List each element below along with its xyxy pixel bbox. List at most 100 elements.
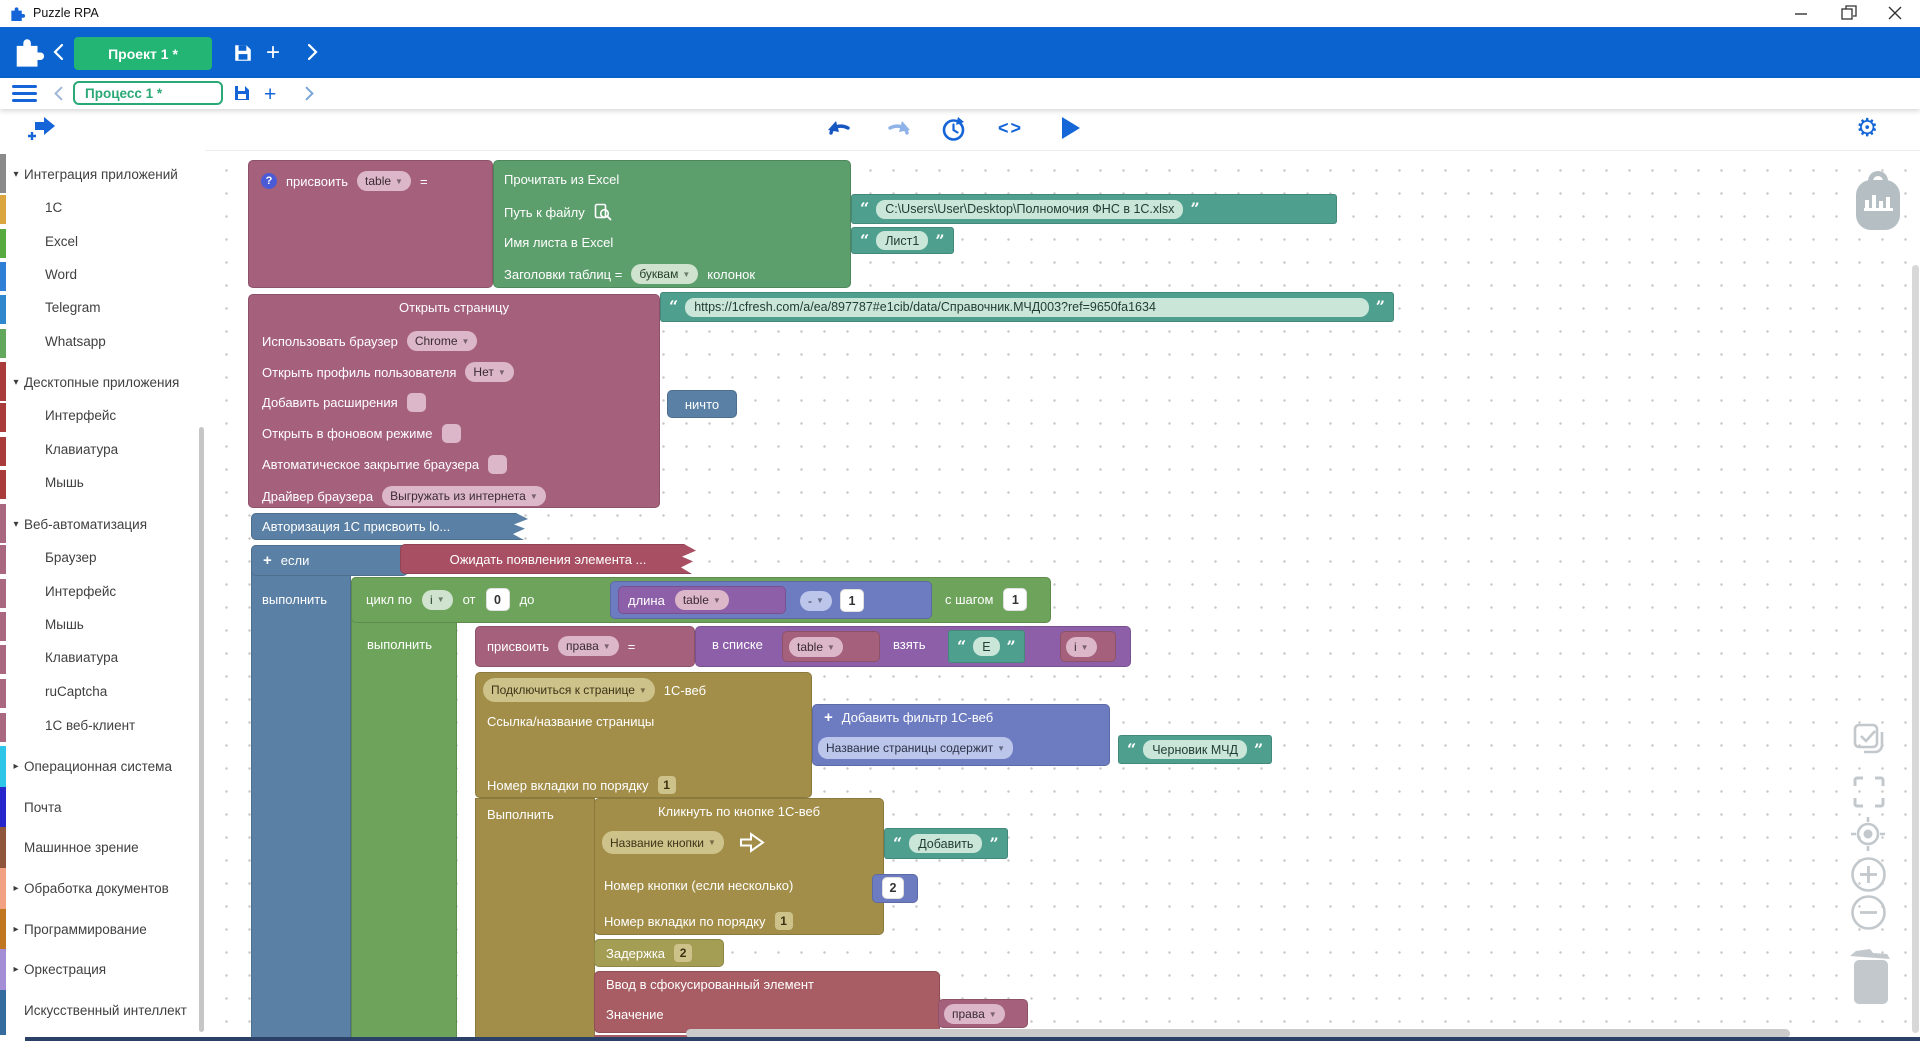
extensions-checkbox[interactable] bbox=[406, 393, 426, 412]
sidebar-item-web-interface[interactable]: Интерфейс bbox=[0, 577, 204, 610]
save-process-icon[interactable] bbox=[233, 84, 251, 102]
add-process-icon[interactable]: + bbox=[264, 83, 277, 106]
block-auth-collapsed[interactable]: Авторизация 1С присвоить lo... bbox=[251, 513, 528, 540]
canvas-horizontal-scrollbar[interactable] bbox=[686, 1029, 1790, 1038]
connect-mode-dropdown[interactable]: Подключиться к странице ▼ bbox=[483, 678, 655, 702]
profile-dropdown[interactable]: Нет ▼ bbox=[465, 362, 514, 382]
browser-dropdown[interactable]: Chrome ▼ bbox=[406, 331, 478, 351]
step-field[interactable]: 1 bbox=[1003, 588, 1028, 611]
settings-gear-icon[interactable]: ⚙ bbox=[1856, 114, 1879, 142]
sidebar-item-whatsapp[interactable]: Whatsapp bbox=[0, 327, 204, 360]
sidebar-item-1c[interactable]: 1C bbox=[0, 193, 204, 226]
loop-var-dropdown[interactable]: i ▼ bbox=[422, 589, 453, 610]
sidebar-item-orchestration[interactable]: ▸ Оркестрация bbox=[0, 949, 204, 994]
list-var-dropdown[interactable]: table ▼ bbox=[789, 637, 843, 657]
file-path-value[interactable]: C:\Users\User\Desktop\Полномочия ФНС в 1… bbox=[876, 199, 1184, 219]
variable-dropdown[interactable]: права ▼ bbox=[558, 636, 619, 656]
button-name-dropdown[interactable]: Название кнопки ▼ bbox=[602, 831, 724, 854]
canvas-vertical-scrollbar[interactable] bbox=[1912, 265, 1919, 1033]
button-name-value[interactable]: Добавить bbox=[909, 834, 983, 853]
collapse-arrow-icon[interactable]: ▸ bbox=[13, 883, 19, 894]
block-list-get[interactable] bbox=[695, 626, 1131, 667]
filter-value[interactable]: Черновик МЧД bbox=[1143, 740, 1247, 759]
add-filter-icon[interactable]: + bbox=[824, 709, 833, 726]
sidebar-item-interface[interactable]: Интерфейс bbox=[0, 401, 204, 434]
zoom-out-icon[interactable] bbox=[1850, 894, 1887, 931]
project-tab[interactable]: Проект 1 * bbox=[74, 37, 212, 70]
close-icon[interactable] bbox=[1887, 5, 1903, 21]
string-block-file-path[interactable]: “ C:\Users\User\Desktop\Полномочия ФНС в… bbox=[851, 194, 1337, 224]
rights-var-dropdown[interactable]: права ▼ bbox=[944, 1004, 1005, 1024]
sidebar-item-machine-vision[interactable]: Машинное зрение bbox=[0, 827, 204, 872]
operator-dropdown[interactable]: - ▼ bbox=[800, 590, 832, 611]
key-value[interactable]: Е bbox=[973, 637, 1000, 656]
headers-dropdown[interactable]: буквам ▼ bbox=[631, 264, 699, 284]
collapse-arrow-icon[interactable]: ▸ bbox=[13, 761, 19, 772]
driver-dropdown[interactable]: Выгружать из интернета ▼ bbox=[382, 486, 546, 506]
variable-dropdown[interactable]: table ▼ bbox=[357, 171, 411, 191]
next-project-icon[interactable] bbox=[306, 43, 319, 61]
code-view-icon[interactable]: <> bbox=[998, 118, 1024, 138]
sidebar-item-programming[interactable]: ▸ Программирование bbox=[0, 909, 204, 954]
sidebar-item-telegram[interactable]: Telegram bbox=[0, 293, 204, 326]
string-block-key[interactable]: “ Е ” bbox=[948, 630, 1025, 663]
minimize-icon[interactable] bbox=[1793, 6, 1809, 22]
string-block-button-name[interactable]: “ Добавить ” bbox=[884, 828, 1008, 859]
multiselect-icon[interactable] bbox=[1853, 723, 1887, 755]
sidebar-item-app-integration[interactable]: ▾ Интеграция приложений bbox=[0, 154, 204, 199]
collapse-arrow-icon[interactable]: ▸ bbox=[13, 964, 19, 975]
restore-icon[interactable] bbox=[1841, 5, 1857, 21]
sidebar-item-ai[interactable]: Искусственный интеллект bbox=[0, 990, 204, 1035]
center-target-icon[interactable] bbox=[1850, 816, 1886, 852]
operand-field[interactable]: 1 bbox=[839, 589, 864, 612]
tab-number-field[interactable]: 1 bbox=[774, 912, 793, 930]
sidebar-item-browser[interactable]: Браузер bbox=[0, 543, 204, 576]
history-icon[interactable] bbox=[940, 116, 967, 143]
sidebar-item-mouse[interactable]: Мышь bbox=[0, 468, 204, 501]
sidebar-item-web-mouse[interactable]: Мышь bbox=[0, 610, 204, 643]
sidebar-item-mail[interactable]: Почта bbox=[0, 787, 204, 832]
backpack-icon[interactable] bbox=[1852, 170, 1904, 232]
add-project-icon[interactable]: + bbox=[266, 39, 281, 66]
sidebar-item-excel[interactable]: Excel bbox=[0, 227, 204, 260]
count-field[interactable]: 2 bbox=[882, 877, 904, 899]
block-number-2[interactable]: 2 bbox=[872, 874, 918, 903]
delay-field[interactable]: 2 bbox=[674, 944, 693, 962]
redo-icon[interactable] bbox=[883, 118, 911, 141]
next-process-icon[interactable] bbox=[304, 86, 315, 101]
save-project-icon[interactable] bbox=[233, 43, 253, 63]
expand-arrow-icon[interactable]: ▾ bbox=[13, 169, 19, 180]
sidebar-item-web-automation[interactable]: ▾ Веб-автоматизация bbox=[0, 504, 204, 549]
zoom-in-icon[interactable] bbox=[1850, 856, 1887, 893]
prev-project-icon[interactable] bbox=[52, 43, 65, 61]
index-var-dropdown[interactable]: i ▼ bbox=[1066, 637, 1097, 657]
sidebar-item-rucaptcha[interactable]: ruCaptcha bbox=[0, 677, 204, 710]
expand-arrow-icon[interactable]: ▾ bbox=[13, 519, 19, 530]
sidebar-item-keyboard[interactable]: Клавиатура bbox=[0, 435, 204, 468]
expand-arrow-icon[interactable]: ▾ bbox=[13, 377, 19, 388]
string-block-url[interactable]: “ https://1cfresh.com/a/ea/897787#e1cib/… bbox=[660, 292, 1394, 322]
loop-from-field[interactable]: 0 bbox=[485, 588, 510, 611]
sidebar-item-os[interactable]: ▸ Операционная система bbox=[0, 746, 204, 791]
length-var-dropdown[interactable]: table ▼ bbox=[674, 590, 729, 610]
menu-icon[interactable] bbox=[12, 85, 37, 102]
undo-icon[interactable] bbox=[827, 118, 855, 141]
sidebar-item-web-keyboard[interactable]: Клавиатура bbox=[0, 643, 204, 676]
sidebar-item-desktop-apps[interactable]: ▾ Десктопные приложения bbox=[0, 362, 204, 407]
sidebar-item-1c-web-client[interactable]: 1С веб-клиент bbox=[0, 711, 204, 744]
string-block-filter-value[interactable]: “ Черновик МЧД ” bbox=[1118, 735, 1273, 764]
run-icon[interactable] bbox=[1062, 117, 1080, 139]
prev-process-icon[interactable] bbox=[53, 86, 64, 101]
file-search-icon[interactable] bbox=[594, 203, 612, 221]
collapse-arrow-icon[interactable]: ▸ bbox=[13, 924, 19, 935]
tab-number-field[interactable]: 1 bbox=[657, 776, 676, 794]
sidebar-item-doc-processing[interactable]: ▸ Обработка документов bbox=[0, 868, 204, 913]
background-checkbox[interactable] bbox=[441, 424, 461, 443]
sidebar-scrollbar[interactable] bbox=[199, 427, 204, 1032]
autoclose-checkbox[interactable] bbox=[488, 455, 508, 474]
string-block-sheet-name[interactable]: “ Лист1 ” bbox=[851, 227, 954, 254]
block-wait-collapsed[interactable]: Ожидать появления элемента ... bbox=[400, 544, 696, 574]
help-icon[interactable]: ? bbox=[261, 173, 277, 189]
url-value[interactable]: https://1cfresh.com/a/ea/897787#e1cib/da… bbox=[685, 297, 1369, 317]
filter-condition-dropdown[interactable]: Название страницы содержит ▼ bbox=[818, 737, 1014, 759]
